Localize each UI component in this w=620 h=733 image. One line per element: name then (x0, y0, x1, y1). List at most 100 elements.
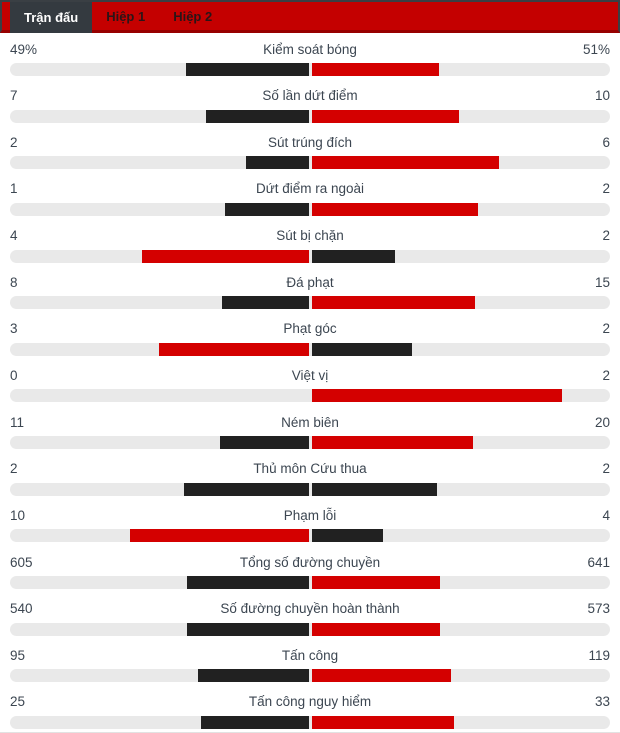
away-value: 10 (594, 88, 610, 104)
stat-bar-track (10, 63, 610, 76)
stat-row-head: 8 Đá phạt 15 (10, 273, 610, 291)
home-bar (205, 109, 309, 123)
stat-row-head: 25 Tấn công nguy hiểm 33 (10, 693, 610, 711)
away-bar (311, 482, 437, 496)
stat-row: 8 Đá phạt 15 (0, 266, 620, 313)
away-bar (311, 715, 454, 729)
stat-bar-track (10, 389, 610, 403)
stat-row-head: 3 Phạt góc 2 (10, 320, 610, 338)
away-bar (311, 622, 441, 636)
away-value: 2 (602, 321, 610, 337)
away-bar (311, 156, 499, 170)
stat-row-head: 0 Việt vị 2 (10, 366, 610, 384)
stat-label: Tấn công (281, 647, 339, 663)
away-value: 15 (594, 274, 610, 290)
away-value: 51% (582, 41, 610, 57)
stat-row-head: 95 Tấn công 119 (10, 646, 610, 664)
stat-bar-track (10, 529, 610, 543)
home-value: 0 (10, 367, 18, 383)
home-bar (200, 715, 309, 729)
stat-row: 605 Tổng số đường chuyền 641 (0, 546, 620, 593)
home-value: 25 (10, 694, 26, 710)
home-bar (141, 249, 309, 263)
stat-row: 10 Phạm lỗi 4 (0, 499, 620, 546)
stat-row-head: 11 Ném biên 20 (10, 413, 610, 431)
away-bar (311, 202, 479, 216)
away-value: 2 (602, 461, 610, 477)
away-bar (311, 342, 412, 356)
tab-half-1[interactable]: Hiệp 1 (92, 2, 159, 30)
home-bar (129, 529, 309, 543)
stat-row: 4 Sút bị chặn 2 (0, 220, 620, 267)
away-bar (311, 63, 439, 76)
away-value: 641 (587, 554, 610, 570)
home-value: 2 (10, 461, 18, 477)
home-bar (186, 63, 309, 76)
stat-row: 540 Số đường chuyền hoàn thành 573 (0, 593, 620, 640)
stat-row: 0 Việt vị 2 (0, 359, 620, 406)
away-value: 573 (587, 601, 610, 617)
away-value: 2 (602, 367, 610, 383)
home-value: 7 (10, 88, 18, 104)
home-value: 95 (10, 647, 26, 663)
stat-label: Việt vị (291, 367, 329, 383)
stat-row: 3 Phạt góc 2 (0, 313, 620, 360)
stat-label: Kiểm soát bóng (263, 41, 357, 57)
stat-row-head: 2 Thủ môn Cứu thua 2 (10, 460, 610, 478)
stat-row: 2 Sút trúng đích 6 (0, 126, 620, 173)
stat-row: 2 Thủ môn Cứu thua 2 (0, 453, 620, 500)
away-value: 2 (602, 181, 610, 197)
stat-label: Dứt điểm ra ngoài (255, 181, 365, 197)
away-value: 2 (602, 228, 610, 244)
home-value: 11 (10, 414, 25, 430)
stat-label: Thủ môn Cứu thua (253, 461, 367, 477)
away-value: 119 (588, 647, 610, 663)
stat-row-head: 4 Sút bị chặn 2 (10, 227, 610, 245)
stat-row: 49% Kiểm soát bóng 51% (0, 33, 620, 80)
stat-row: 7 Số lần dứt điểm 10 (0, 80, 620, 127)
home-bar (158, 342, 309, 356)
stat-label: Số đường chuyền hoàn thành (220, 601, 400, 617)
stat-label: Sút trúng đích (267, 134, 353, 150)
away-value: 4 (602, 507, 610, 523)
stat-bar-track (10, 249, 610, 263)
home-value: 8 (10, 274, 18, 290)
away-value: 6 (602, 134, 610, 150)
stat-label: Số lần dứt điểm (262, 88, 358, 104)
away-bar (311, 389, 562, 403)
home-bar (219, 436, 309, 450)
tab-match[interactable]: Trận đấu (10, 2, 93, 33)
stat-bar-track (10, 482, 610, 496)
home-bar (187, 622, 309, 636)
home-value: 1 (10, 181, 18, 197)
away-bar (311, 436, 473, 450)
stat-row-head: 10 Phạm lỗi 4 (10, 506, 610, 524)
stat-bar-track (10, 109, 610, 123)
stat-label: Sút bị chặn (276, 228, 344, 244)
home-bar (246, 156, 309, 170)
home-value: 540 (10, 601, 33, 617)
stat-bar-track (10, 436, 610, 450)
stat-row: 1 Dứt điểm ra ngoài 2 (0, 173, 620, 220)
home-bar (187, 576, 309, 590)
away-bar (311, 249, 395, 263)
home-value: 4 (10, 228, 18, 244)
tab-bar: Trận đấu Hiệp 1 Hiệp 2 (0, 0, 620, 33)
stat-label: Phạt góc (283, 321, 337, 337)
stat-label: Tổng số đường chuyền (239, 554, 381, 570)
stat-label: Tấn công nguy hiểm (248, 694, 372, 710)
away-value: 33 (594, 694, 610, 710)
stat-row: 95 Tấn công 119 (0, 639, 620, 686)
stat-row-head: 1 Dứt điểm ra ngoài 2 (10, 180, 610, 198)
away-value: 20 (594, 414, 610, 430)
home-bar (225, 202, 309, 216)
away-bar (311, 296, 475, 310)
stat-label: Đá phạt (286, 274, 334, 290)
home-bar (197, 669, 309, 683)
stat-row-head: 2 Sút trúng đích 6 (10, 133, 610, 151)
stat-row-head: 7 Số lần dứt điểm 10 (10, 87, 610, 105)
home-value: 3 (10, 321, 18, 337)
tab-half-2[interactable]: Hiệp 2 (159, 2, 226, 30)
home-value: 49% (10, 41, 38, 57)
